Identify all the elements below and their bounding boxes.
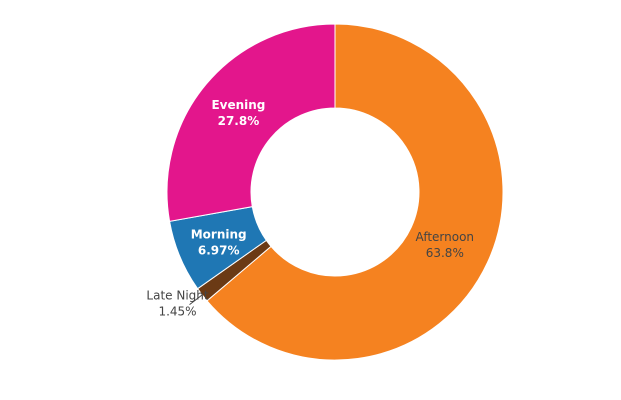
slice-percent-afternoon: 63.8% — [426, 246, 464, 260]
slice-label-late-night: Late Night — [146, 289, 208, 303]
slice-label-evening: Evening — [211, 98, 265, 112]
slice-afternoon[interactable] — [206, 23, 504, 361]
slice-percent-late-night: 1.45% — [158, 305, 196, 319]
slice-evening[interactable] — [166, 23, 336, 222]
slice-label-morning: Morning — [191, 227, 247, 241]
leader-line-late-night — [189, 294, 203, 306]
slice-percent-morning: 6.97% — [198, 243, 240, 257]
connectors-layer — [189, 294, 203, 306]
slices-layer — [166, 23, 504, 361]
labels-layer: Afternoon 63.8% Late Night 1.45% Morning 6.97… — [146, 98, 474, 319]
slice-label-afternoon: Afternoon — [416, 230, 475, 244]
slice-percent-evening: 27.8% — [218, 114, 260, 128]
